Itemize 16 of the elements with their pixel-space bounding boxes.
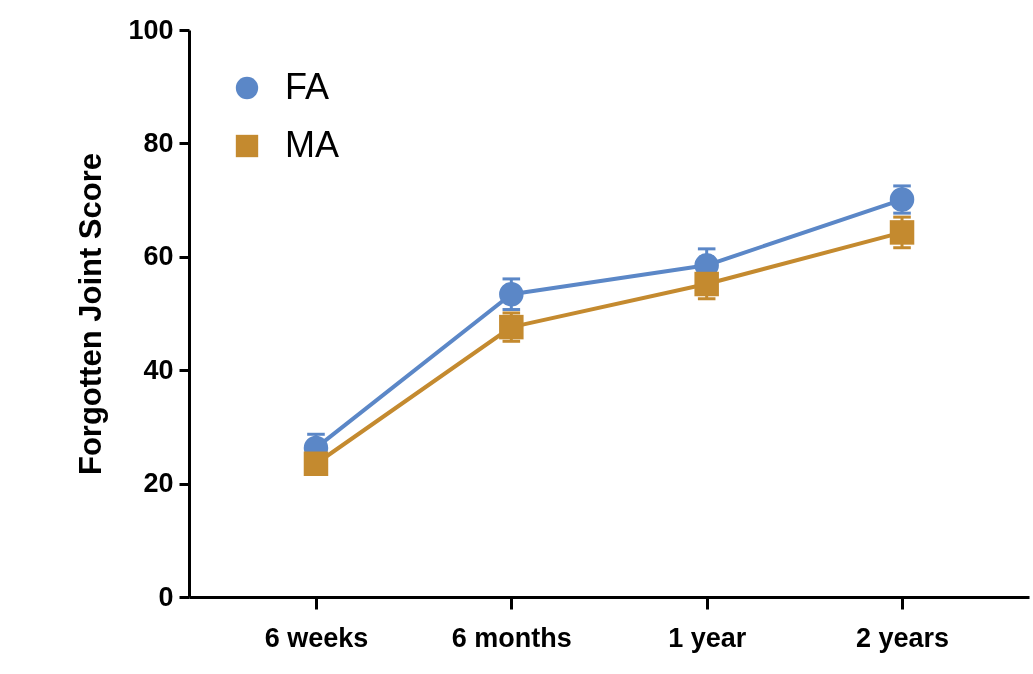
y-tick-label: 40 [143, 354, 174, 385]
y-tick-label: 20 [143, 468, 174, 499]
point [499, 282, 524, 307]
y-tick-label: 80 [143, 127, 174, 158]
point [889, 220, 915, 245]
x-tick-label: 6 weeks [264, 622, 369, 653]
y-axis-title: Forgotten Joint Score [73, 152, 109, 476]
x-tick-label: 6 months [451, 622, 572, 653]
x-tick-label: 2 years [855, 622, 950, 653]
point [303, 451, 329, 476]
x-tick-label: 1 year [668, 622, 747, 653]
legend-label: MA [285, 124, 339, 165]
y-tick-label: 0 [158, 581, 174, 612]
legend-label: FA [285, 66, 330, 107]
y-tick-label: 100 [128, 14, 174, 45]
y-tick-label: 60 [143, 241, 174, 272]
